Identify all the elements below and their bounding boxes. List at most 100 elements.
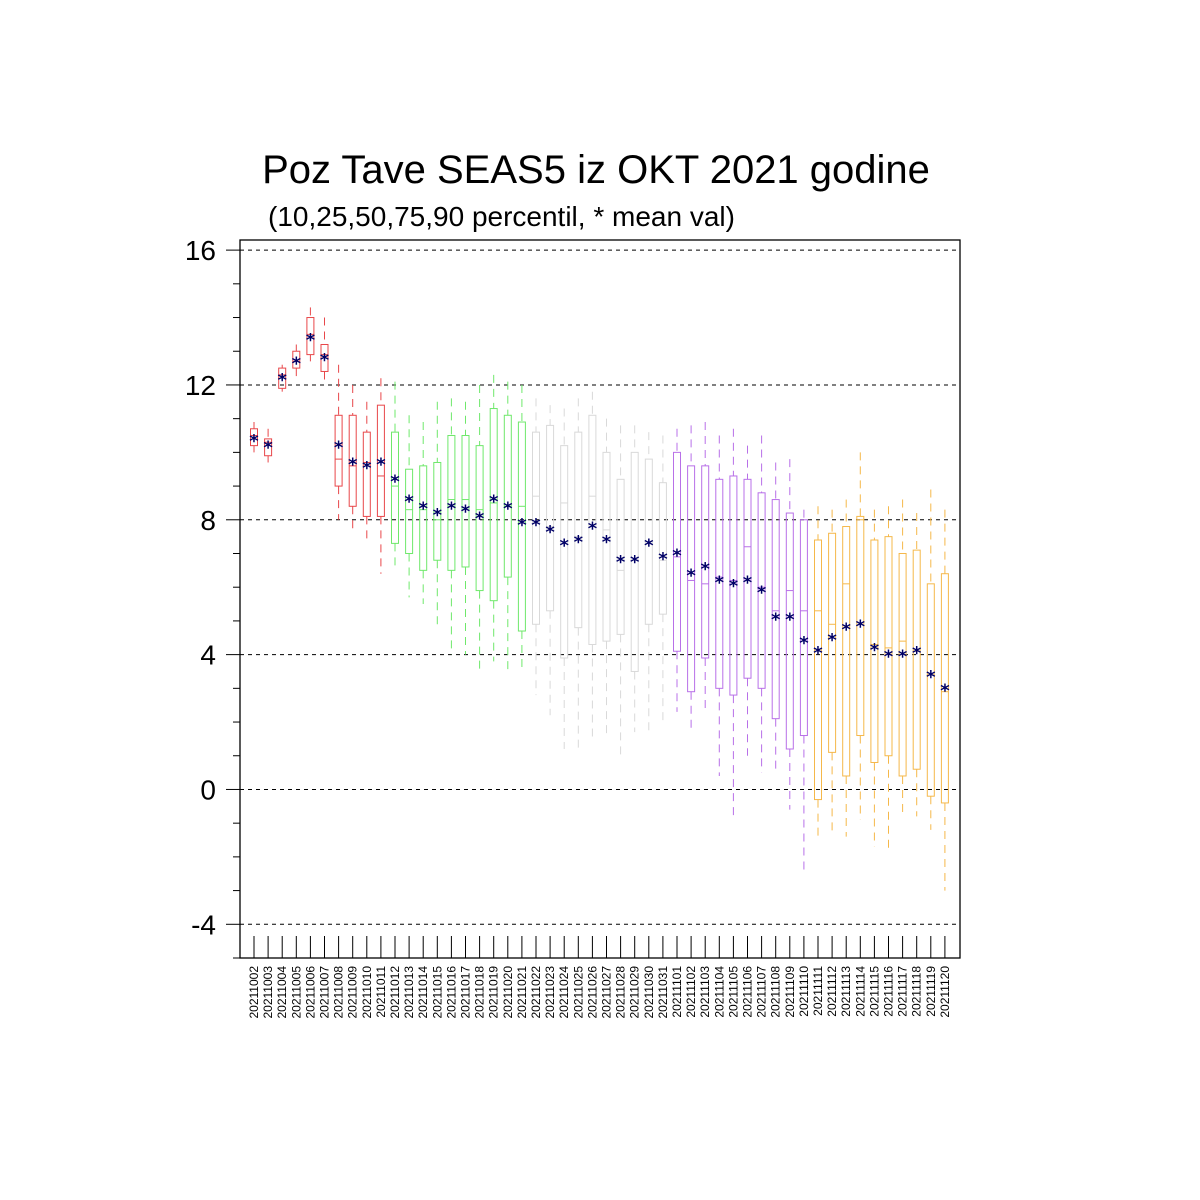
box-iqr [320,343,329,372]
box-20211120: * [940,509,950,891]
mean-marker: * [404,492,414,513]
mean-marker: * [277,370,287,391]
box-20211115: * [870,509,880,847]
box-20211118: * [912,513,922,817]
box-20211003: * [263,428,273,463]
box-20211005: * [292,344,302,379]
mean-marker: * [545,522,555,543]
mean-marker: * [348,454,358,475]
box-20211106: * [743,445,753,756]
box-20211012: * [390,381,400,567]
box-iqr [489,408,498,602]
box-iqr [250,428,258,447]
box-iqr [405,468,414,554]
box-20211031: * [658,435,668,723]
mean-marker: * [461,502,471,523]
box-20211029: * [630,425,640,733]
box-iqr [884,536,893,757]
mean-marker: * [757,583,767,604]
xtick-label: 20211026 [585,966,599,1019]
xtick-label: 20211007 [318,966,332,1019]
box-iqr [842,526,851,777]
xtick-label: 20211109 [783,966,797,1018]
xtick-label: 20211028 [614,966,628,1019]
mean-marker: * [715,572,725,593]
box-iqr [433,461,442,561]
xtick-label: 20211016 [444,966,458,1019]
xtick-label: 20211115 [867,966,881,1017]
box-iqr [898,552,907,777]
box-20211026: * [588,391,598,739]
xtick-label: 20211102 [684,966,698,1018]
xtick-label: 20211114 [853,966,867,1017]
mean-marker: * [503,498,513,519]
xtick-label: 20211002 [247,966,261,1019]
box-20211025: * [574,398,584,753]
box-iqr [602,451,611,642]
xtick-label: 20211003 [261,966,275,1019]
mean-marker: * [912,643,922,664]
mean-marker: * [334,438,344,459]
box-iqr [306,317,315,356]
xtick-label: 20211024 [557,966,571,1019]
box-20211102: * [686,425,696,733]
mean-marker: * [616,552,626,573]
xtick-label: 20211111 [811,966,825,1016]
box-20211112: * [827,509,837,834]
ytick-label: 4 [200,640,216,671]
box-iqr [461,435,470,568]
box-iqr [546,424,555,612]
box-iqr [940,573,949,804]
box-iqr [348,414,357,507]
box-iqr [658,482,667,615]
box-iqr [588,414,597,646]
box-iqr [799,519,808,737]
xtick-label: 20211104 [712,966,726,1018]
box-20211109: * [785,459,795,810]
xtick-label: 20211105 [726,966,740,1018]
box-20211024: * [559,408,569,750]
box-iqr [376,404,385,517]
mean-marker: * [827,630,837,651]
box-iqr [814,539,822,801]
box-20211011: * [376,378,386,574]
box-20211007: * [320,317,330,385]
mean-marker: * [729,576,739,597]
xtick-label: 20211030 [642,966,656,1019]
box-20211030: * [644,432,654,733]
box-iqr [687,465,696,693]
box-20211103: * [700,422,710,709]
box-iqr [616,478,625,635]
xtick-label: 20211029 [628,966,642,1019]
xtick-label: 20211112 [825,966,839,1017]
box-iqr [532,431,540,625]
mean-marker: * [475,508,485,529]
box-20211117: * [898,499,908,817]
mean-marker: * [559,535,569,556]
box-20211020: * [503,381,513,672]
ytick-label: 16 [185,235,216,266]
box-20211016: * [447,398,457,655]
box-iqr [419,465,428,571]
xtick-label: 20211110 [797,966,811,1017]
box-iqr [517,421,526,632]
mean-marker: * [320,350,330,371]
box-20211107: * [757,435,767,773]
xtick-label: 20211113 [839,966,853,1017]
box-iqr [334,414,343,487]
box-iqr [771,499,780,720]
box-20211101: * [672,428,682,712]
box-iqr [475,445,484,592]
mean-marker: * [813,643,823,664]
box-20211009: * [348,384,358,530]
box-20211017: * [461,401,471,655]
box-iqr [630,451,639,672]
xtick-label: 20211117 [896,966,910,1017]
xtick-label: 20211004 [275,966,289,1019]
xtick-label: 20211018 [473,966,487,1019]
chart-subtitle: (10,25,50,75,90 percentil, * mean val) [268,201,735,232]
ytick-label: 12 [185,370,216,401]
box-20211119: * [926,489,936,830]
mean-marker: * [362,458,372,479]
box-iqr [264,438,273,457]
